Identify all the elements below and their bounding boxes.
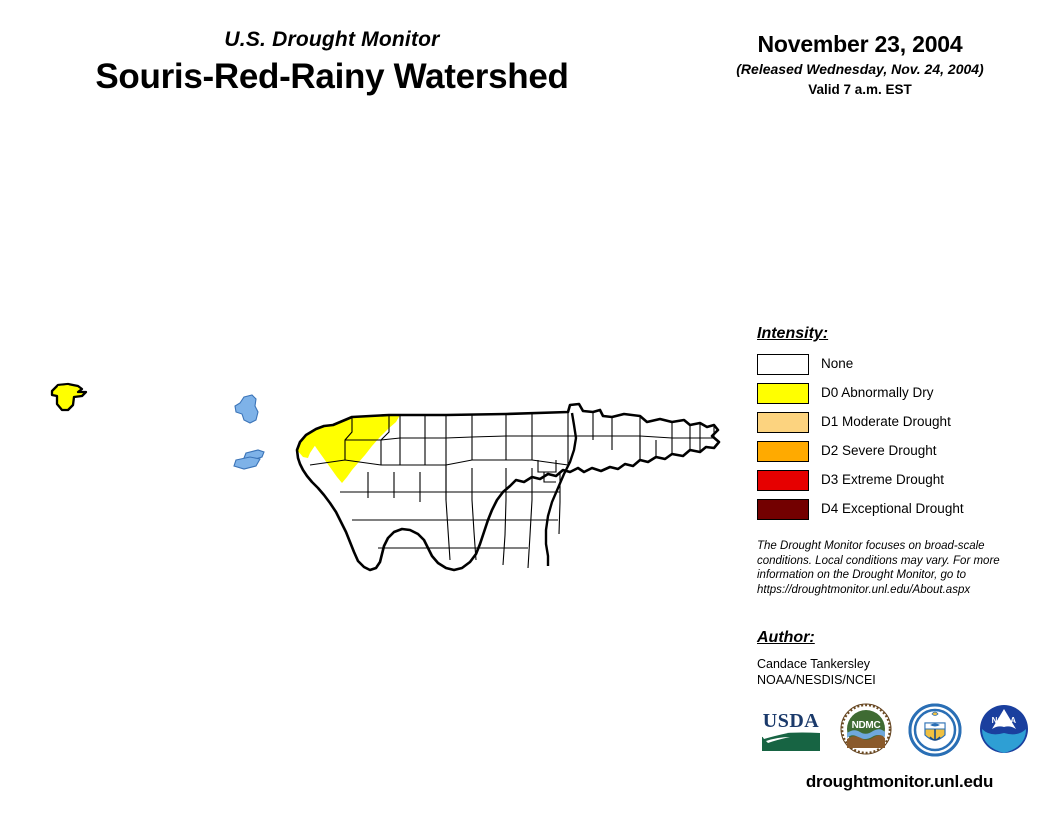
release-date: (Released Wednesday, Nov. 24, 2004) [736,61,984,77]
red-river-line [544,412,578,566]
drought-area-d0 [297,415,400,483]
legend-swatch-d4 [757,498,809,520]
legend-swatch-d2 [757,440,809,462]
ndmc-logo: NDMC [840,703,892,755]
legend-swatch-none [757,353,809,375]
legend-item-d0: D0 Abnormally Dry [757,381,1037,405]
noaa-logo: NOAA [978,703,1030,755]
svg-text:NOAA: NOAA [992,716,1017,725]
site-url: droughtmonitor.unl.edu [805,772,994,791]
legend-label-d3: D3 Extreme Drought [821,472,945,487]
legend-item-d2: D2 Severe Drought [757,439,1037,463]
unl-seal-logo [908,703,962,757]
author-affiliation: NOAA/NESDIS/NCEI [757,673,876,687]
usda-logo: USDA [760,703,822,753]
red-lake-lower [233,456,261,470]
program-title: U.S. Drought Monitor [224,28,440,51]
svg-text:NDMC: NDMC [852,720,881,731]
legend-item-d3: D3 Extreme Drought [757,468,1037,492]
svg-text:USDA: USDA [763,710,820,732]
legend-swatch-d0 [757,382,809,404]
disclaimer-text: The Drought Monitor focuses on broad-sca… [757,540,1000,596]
legend-item-d1: D1 Moderate Drought [757,410,1037,434]
date-block: November 23, 2004 (Released Wednesday, N… [686,31,1034,99]
logo-row: USDA NDMC [760,703,1040,761]
watershed-outline [295,402,721,572]
valid-time: Valid 7 a.m. EST [808,82,912,97]
county-boundaries [309,412,715,569]
legend-label-d1: D1 Moderate Drought [821,414,951,429]
author-block: Author: Candace Tankersley NOAA/NESDIS/N… [757,628,1037,688]
legend-title: Intensity: [757,325,829,342]
page-title: U.S. Drought Monitor Souris-Red-Rainy Wa… [0,28,664,98]
lake-of-the-woods [234,394,259,424]
author-title: Author: [757,629,815,646]
detached-watershed-parcel [50,382,88,412]
legend-item-none: None [757,352,1037,376]
lakes [233,394,265,470]
legend-label-d2: D2 Severe Drought [821,443,937,458]
legend-swatch-d1 [757,411,809,433]
legend-label-d0: D0 Abnormally Dry [821,385,934,400]
legend-label-none: None [821,356,854,371]
map-date: November 23, 2004 [757,31,963,57]
legend-label-d4: D4 Exceptional Drought [821,501,964,516]
author-name: Candace Tankersley [757,657,871,671]
legend-item-d4: D4 Exceptional Drought [757,497,1037,521]
legend-swatch-d3 [757,469,809,491]
region-title: Souris-Red-Rainy Watershed [95,57,569,96]
legend: Intensity: None D0 Abnormally Dry D1 Mod… [757,324,1037,526]
map-canvas [0,120,740,680]
